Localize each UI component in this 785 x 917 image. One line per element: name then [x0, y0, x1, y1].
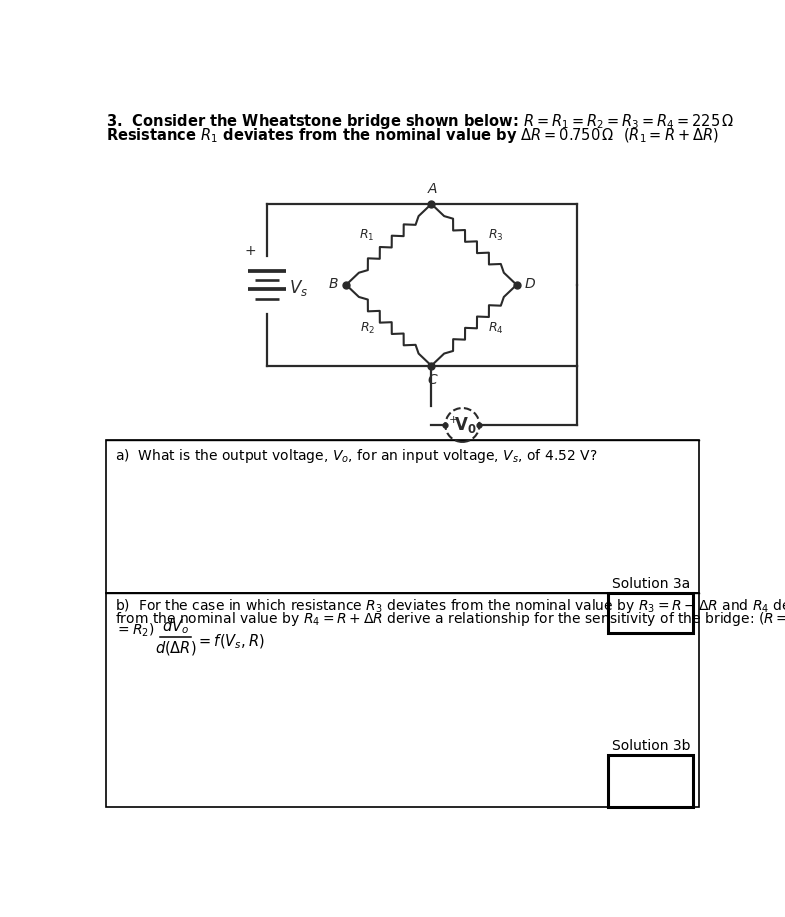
Text: $R_4$: $R_4$: [488, 321, 504, 336]
Text: Solution 3b: Solution 3b: [612, 739, 691, 753]
Text: D: D: [524, 277, 535, 291]
Text: a)  What is the output voltage, $V_o$, for an input voltage, $V_s$, of 4.52 V?: a) What is the output voltage, $V_o$, fo…: [115, 447, 597, 465]
Text: C: C: [427, 373, 437, 387]
Text: 3.  Consider the Wheatstone bridge shown below: $R = R_1 = R_2 = R_3 = R_4 = 225: 3. Consider the Wheatstone bridge shown …: [106, 113, 734, 131]
Text: $R_1$: $R_1$: [360, 227, 374, 243]
Text: $R_2$: $R_2$: [360, 321, 374, 336]
Text: from the nominal value by $R_4 = R + \Delta R$ derive a relationship for the sen: from the nominal value by $R_4 = R + \De…: [115, 610, 785, 628]
Text: $= f(V_s, R)$: $= f(V_s, R)$: [195, 633, 265, 651]
Text: Resistance $R_1$ deviates from the nominal value by $\Delta R = 0.750\,\Omega$  : Resistance $R_1$ deviates from the nomin…: [106, 127, 718, 145]
Text: $d(\Delta R)$: $d(\Delta R)$: [155, 639, 196, 657]
Text: b)  For the case in which resistance $R_3$ deviates from the nominal value by $R: b) For the case in which resistance $R_3…: [115, 598, 785, 615]
Text: Solution 3a: Solution 3a: [612, 578, 690, 591]
Text: $dV_o$: $dV_o$: [162, 617, 189, 636]
Text: $= R_2)$: $= R_2)$: [115, 622, 155, 639]
Text: +: +: [244, 244, 256, 258]
Text: $R_3$: $R_3$: [488, 227, 503, 243]
Text: B: B: [329, 277, 338, 291]
Bar: [608, 592, 693, 633]
Bar: [106, 592, 699, 807]
Bar: [106, 440, 699, 592]
Text: $\mathbf{V_0}$: $\mathbf{V_0}$: [455, 415, 476, 435]
Bar: [608, 755, 693, 807]
Text: $V_s$: $V_s$: [289, 278, 308, 298]
Text: +: +: [448, 414, 458, 425]
Text: A: A: [427, 182, 437, 195]
